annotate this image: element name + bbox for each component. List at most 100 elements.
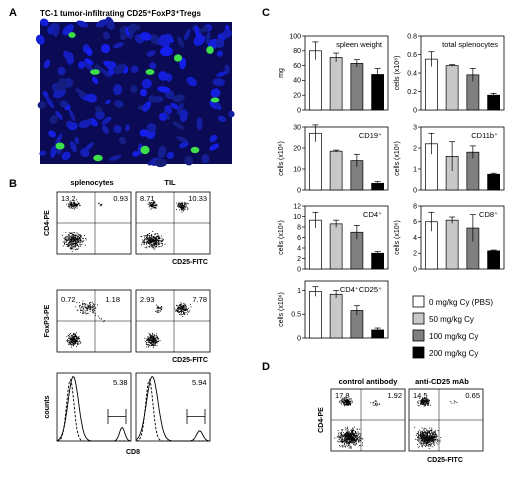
event-dot [68,236,70,238]
event-dot [358,440,359,442]
event-dot [65,239,67,240]
event-dot [79,304,81,306]
bar [350,63,364,111]
event-dot [64,239,66,240]
event-dot [75,243,76,245]
event-dot [151,341,153,342]
event-dot [423,399,424,401]
event-dot [354,441,356,442]
event-dot [153,245,155,247]
event-dot [154,244,156,246]
event-dot [355,435,357,437]
event-dot [421,436,423,437]
event-dot [76,338,77,339]
event-dot [152,343,154,345]
event-dot [79,243,81,245]
event-dot [181,310,182,312]
event-dot [77,248,79,250]
event-dot [426,433,428,435]
event-dot [70,338,72,339]
event-dot [354,434,356,436]
event-dot [67,244,69,246]
event-dot [159,237,161,238]
event-dot [69,204,71,205]
event-dot [344,396,346,398]
event-dot [69,247,71,249]
event-dot [183,310,185,312]
event-dot [352,444,354,446]
event-dot [426,439,428,441]
event-dot [182,202,184,204]
event-dot [350,439,352,441]
event-dot [345,399,347,401]
event-dot [66,340,68,341]
event-dot [80,236,82,238]
event-dot [68,203,70,205]
event-dot [181,307,183,308]
event-dot [349,433,351,435]
micrograph-green-cells [55,32,220,162]
event-dot [424,441,426,443]
event-dot [349,444,351,446]
event-dot [342,442,344,443]
event-dot [81,306,83,308]
event-dot [346,435,348,437]
event-dot [77,336,79,338]
event-dot [419,434,420,436]
event-dot [420,434,422,436]
event-dot [340,436,342,438]
event-dot [155,245,157,247]
event-dot [149,204,151,206]
event-dot [426,399,428,401]
event-dot [89,303,90,304]
hist-stained-curve [135,375,211,442]
event-dot [417,432,419,434]
event-dot [418,402,420,404]
event-dot [351,435,353,437]
event-dot [154,336,156,338]
nucleus [154,158,167,168]
b-col-header-splenocytes: splenocytes [70,178,113,187]
event-dot [70,204,71,206]
event-dot [75,335,77,336]
event-dot [154,343,156,345]
event-dot [375,404,377,405]
event-dot [76,338,78,339]
event-dot [74,341,76,343]
nucleus [212,78,225,87]
event-dot [351,429,353,431]
event-dot [149,240,151,242]
event-dot [370,402,372,404]
event-dot [146,338,148,340]
event-dot [151,239,153,240]
nucleus [55,110,63,120]
event-dot [150,343,151,344]
event-dot [344,442,345,444]
event-dot [97,304,98,306]
event-dot [74,235,76,237]
nucleus [95,110,105,120]
event-dot [422,435,424,437]
event-dot [425,404,426,405]
event-dot [84,310,86,312]
event-dot [435,436,437,438]
y-tick-label: 10 [293,214,301,221]
event-dot [180,206,182,208]
event-dot [427,400,429,401]
event-dot [73,238,75,240]
event-dot [429,432,430,434]
event-dot [76,309,78,311]
event-dot [360,439,361,441]
nucleus [45,96,55,109]
event-dot [182,305,184,306]
event-dot [151,235,153,237]
event-dot [157,310,159,312]
event-dot [349,442,350,444]
event-dot [76,205,78,207]
event-dot [179,311,181,313]
event-dot [429,439,431,441]
event-dot [436,436,438,438]
event-dot [69,337,71,339]
event-dot [155,341,157,343]
